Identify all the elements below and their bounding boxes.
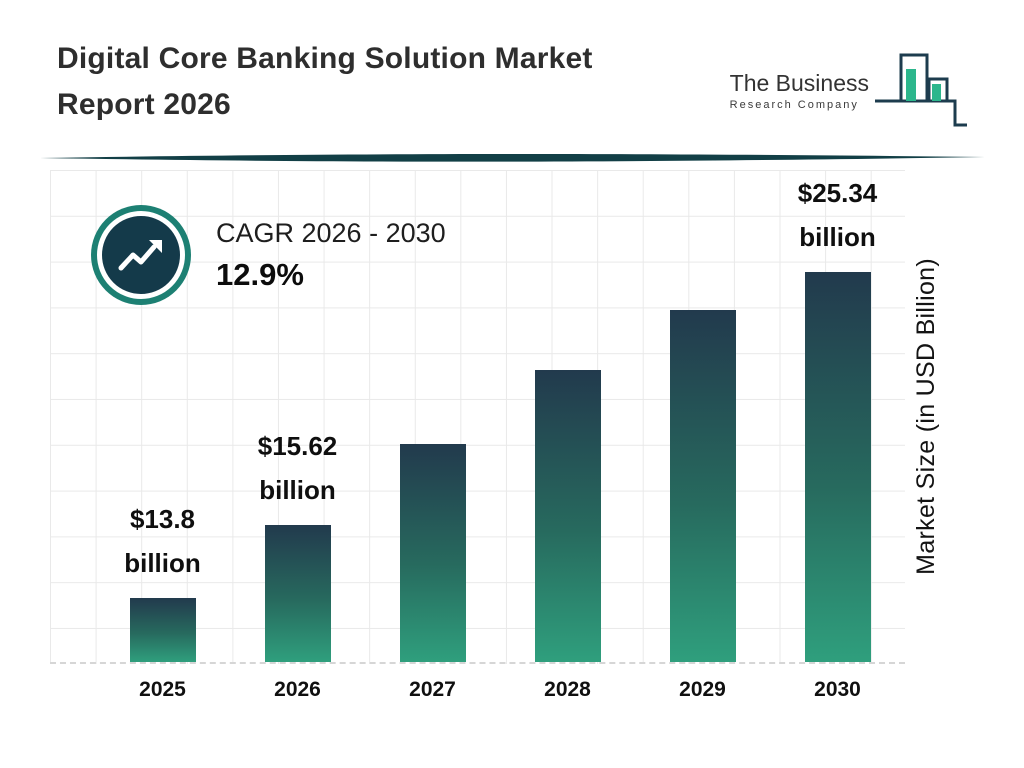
bar-column-2026: $15.62 billion	[230, 170, 365, 662]
bar-column-2025: $13.8 billion	[95, 170, 230, 662]
trend-up-arrow-icon	[118, 240, 162, 271]
bars-container: $13.8 billion $15.62 billion	[95, 170, 905, 662]
bar-2025	[129, 598, 196, 662]
x-tick-2025: 2025	[139, 678, 186, 701]
logo-name: The Business	[729, 70, 869, 97]
bar-2030	[804, 272, 871, 662]
x-tick-2028: 2028	[544, 678, 591, 701]
bar-column-2027	[365, 170, 500, 662]
bar-value-amount: $25.34	[797, 178, 878, 208]
x-tick-2026: 2026	[274, 678, 321, 701]
bar-value-unit: billion	[259, 475, 336, 505]
logo-subtitle: Research Company	[729, 98, 859, 111]
bar-value-label: $15.62 billion	[258, 424, 338, 512]
logo-bar-chart-icon	[875, 53, 967, 127]
page-title: Digital Core Banking Solution Market Rep…	[57, 42, 593, 121]
cagr-text: CAGR 2026 - 2030 12.9%	[216, 218, 446, 293]
bar-value-unit: billion	[124, 548, 201, 578]
cagr-value: 12.9%	[216, 256, 304, 292]
bar-value-label: $25.34 billion	[798, 171, 878, 259]
bar-2026	[264, 525, 331, 662]
header: Digital Core Banking Solution Market Rep…	[57, 36, 969, 132]
company-logo: The Business Research Company	[730, 50, 969, 132]
bar-2028	[534, 370, 601, 662]
bar-value-amount: $15.62	[257, 431, 338, 461]
bar-value-amount: $13.8	[129, 504, 196, 534]
cagr-label: CAGR 2026 - 2030	[216, 217, 446, 248]
logo-text: The Business Research Company	[729, 70, 869, 111]
bar-value-label: $13.8 billion	[124, 497, 201, 585]
bar-2027	[399, 444, 466, 662]
x-axis-labels: 2025 2026 2027 2028 2029 2030	[95, 678, 905, 702]
bar-column-2028	[500, 170, 635, 662]
y-axis-label-text: Market Size (in USD Billion)	[911, 257, 940, 575]
divider-rule	[40, 154, 985, 162]
x-tick-2027: 2027	[409, 678, 456, 701]
x-tick-2030: 2030	[814, 678, 861, 701]
chart-plot-area: $13.8 billion $15.62 billion	[50, 170, 905, 664]
y-axis-label: Market Size (in USD Billion)	[900, 170, 952, 662]
cagr-circle	[97, 211, 185, 299]
x-tick-2029: 2029	[679, 678, 726, 701]
bar-value-unit: billion	[799, 222, 876, 252]
bar-column-2030: $25.34 billion	[770, 170, 905, 662]
cagr-badge: CAGR 2026 - 2030 12.9%	[90, 204, 446, 306]
bar-2029	[669, 310, 736, 662]
bar-column-2029	[635, 170, 770, 662]
